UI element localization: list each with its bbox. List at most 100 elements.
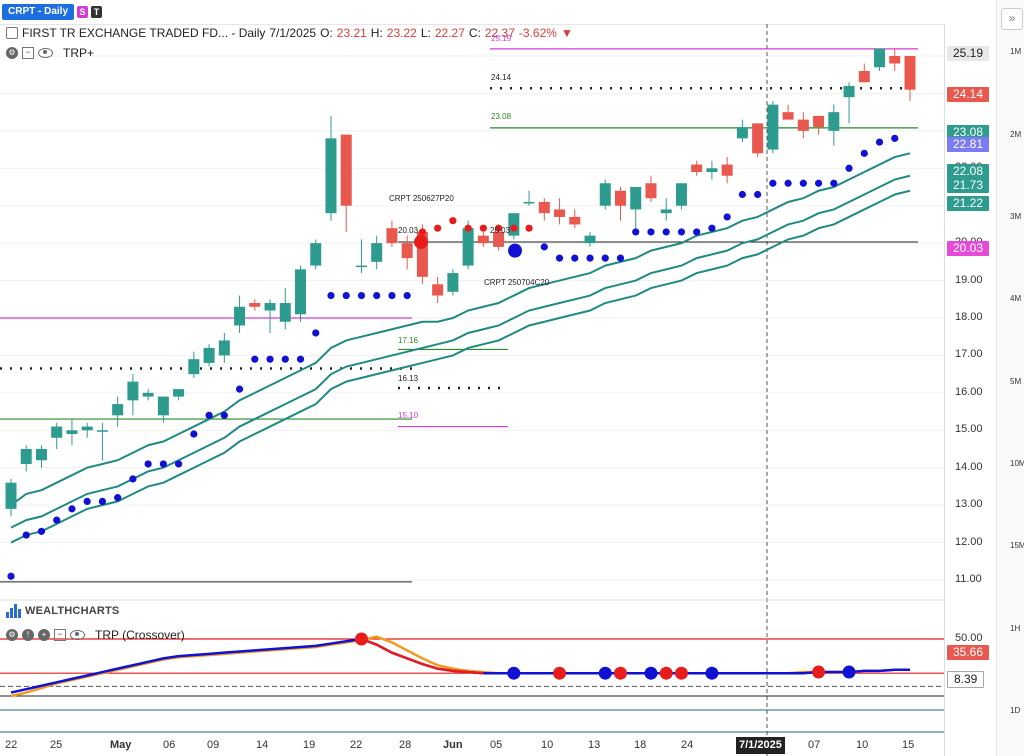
oscillator-name[interactable]: TRP (Crossover)	[95, 628, 185, 642]
osc-cross-marker	[705, 666, 719, 680]
candle-body	[386, 228, 398, 244]
header-date: 7/1/2025	[269, 26, 317, 40]
candle-body	[569, 216, 581, 225]
time-tick-label: 22	[5, 739, 18, 751]
trp-dot	[784, 179, 792, 187]
trp-dot	[220, 411, 228, 419]
volume-tick: 1M	[1010, 47, 1022, 56]
candle-body	[874, 48, 886, 68]
price-tick-label: 13.00	[955, 498, 983, 511]
price-tag: 22.08	[947, 164, 990, 179]
candle-body	[599, 183, 611, 206]
time-tick-label: 15	[902, 739, 915, 751]
chart-canvas[interactable]	[0, 24, 996, 756]
settings-icon[interactable]: ⚙	[6, 629, 18, 641]
candle-body	[401, 243, 413, 259]
settings-icon[interactable]: ⚙	[6, 47, 18, 59]
trp-dot	[114, 494, 122, 502]
candle-body	[614, 190, 626, 206]
trp-dot	[632, 228, 640, 236]
trp-dot	[327, 291, 335, 300]
chart-tab-label[interactable]: CRPT - Daily	[2, 4, 75, 20]
call-signal-marker	[508, 243, 522, 258]
price-tick-label: 17.00	[955, 348, 983, 361]
eye-icon[interactable]	[38, 48, 53, 58]
moving-average-line	[10, 189, 911, 544]
candle-body	[416, 231, 428, 277]
s-badge[interactable]: S	[77, 6, 89, 18]
eye-icon[interactable]	[70, 630, 85, 640]
alert-icon[interactable]: !	[22, 629, 34, 641]
time-tick-label: 28	[399, 739, 412, 751]
volume-tick: 10M	[1010, 459, 1024, 468]
price-tick-label: 15.00	[955, 423, 983, 436]
osc-cross-marker	[674, 666, 688, 680]
time-tick-label: 13	[588, 739, 601, 751]
candle-body	[843, 85, 855, 98]
candle-body	[203, 347, 215, 363]
symbol-icon[interactable]	[6, 27, 18, 39]
level-label-2003a: 20.03	[398, 226, 419, 235]
time-tick-label: 06	[163, 739, 176, 751]
trp-dot	[357, 291, 366, 300]
trp-dot	[662, 228, 670, 236]
price-tag: 24.14	[947, 87, 990, 102]
trp-dot	[68, 505, 76, 513]
candle-body	[325, 138, 337, 214]
candle-body	[295, 269, 307, 315]
expand-panel-button[interactable]: »	[1001, 8, 1023, 30]
candle-body	[797, 119, 809, 131]
chart-tab[interactable]: CRPT - Daily S T	[2, 4, 103, 20]
trp-dot	[814, 179, 823, 187]
option-label-call: CRPT 250704C20	[484, 278, 550, 287]
trp-dot	[342, 291, 350, 300]
trp-dot	[769, 179, 777, 187]
trp-dot	[53, 516, 61, 524]
trp-dot	[830, 179, 838, 187]
candle-body	[447, 273, 459, 292]
osc-cross-marker	[659, 666, 673, 680]
price-tick-label: 12.00	[955, 535, 983, 548]
candle-body	[432, 284, 444, 296]
candle-body	[310, 243, 322, 266]
trp-dot	[83, 497, 91, 505]
price-tick-label: 11.00	[955, 573, 982, 585]
low-label: L:	[420, 26, 431, 40]
candle-body	[828, 112, 840, 131]
moving-average-line	[10, 174, 911, 529]
indicator-name[interactable]: TRP+	[63, 46, 95, 60]
volume-tick: 1D	[1010, 706, 1021, 715]
trp-dot	[296, 355, 305, 363]
time-tick-label: 14	[256, 739, 269, 751]
minimize-icon[interactable]: −	[54, 629, 66, 641]
trp-dot	[845, 164, 853, 172]
trp-dot	[510, 224, 518, 232]
trp-dot	[312, 329, 320, 337]
open-label: O:	[320, 26, 333, 40]
trp-dot	[860, 149, 868, 157]
duplicate-icon[interactable]: +	[38, 629, 50, 641]
t-badge[interactable]: T	[91, 6, 103, 18]
level-label-2414: 24.14	[491, 73, 512, 82]
trp-dot	[434, 224, 442, 232]
time-tick-label: 07	[808, 739, 821, 751]
candle-body	[5, 482, 17, 509]
trp-dot	[677, 228, 686, 236]
close-value: 22.37	[484, 26, 515, 40]
trp-dot	[601, 254, 609, 262]
osc-blue-line	[10, 637, 910, 694]
trp-dot	[708, 224, 716, 232]
minimize-icon[interactable]: −	[22, 47, 34, 59]
logo-icon	[6, 604, 21, 618]
right-side-panel	[996, 0, 1024, 756]
trp-dot	[205, 411, 213, 419]
candle-body	[96, 430, 108, 432]
candle-body	[691, 164, 703, 173]
candle-body	[889, 56, 901, 64]
trp-dot	[388, 291, 396, 300]
trp-dot	[586, 254, 594, 262]
candle-body	[142, 392, 154, 397]
trp-dot	[37, 527, 46, 535]
candle-body	[813, 115, 825, 128]
osc-cross-marker	[354, 632, 368, 646]
